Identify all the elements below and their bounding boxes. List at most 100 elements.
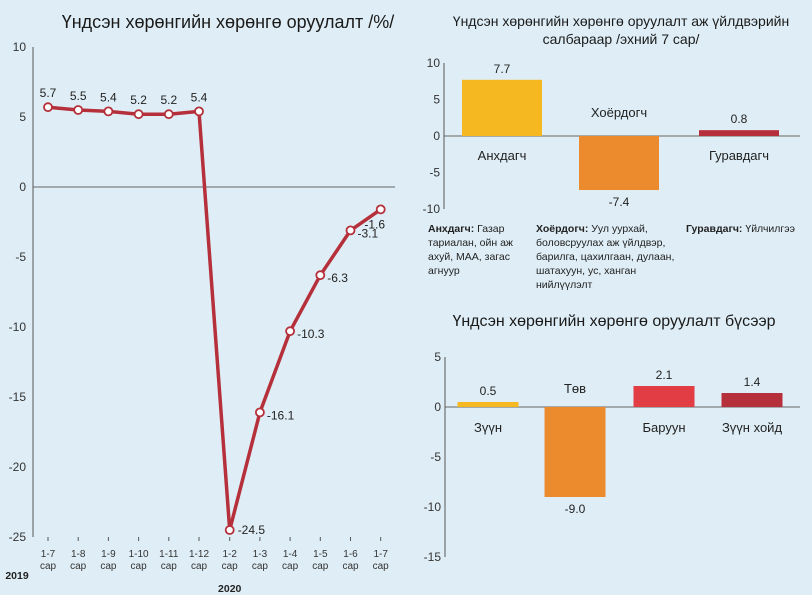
- data-point: [254, 407, 265, 418]
- note-tertiary: Гуравдагч: Үйлчилгээ: [686, 222, 808, 236]
- data-label: 0.8: [731, 112, 748, 126]
- data-point: [285, 326, 296, 337]
- x-tick-label-line: сар: [252, 561, 269, 572]
- y-tick-label: -15: [9, 390, 27, 404]
- bar-chart-by-sector: Үндсэн хөрөнгийн хөрөнгө оруулалт аж үйл…: [423, 13, 800, 216]
- bar: [544, 407, 606, 497]
- year-label: 2019: [5, 570, 29, 582]
- x-tick-label: 1-4 сар: [282, 549, 299, 572]
- series-line: [47, 105, 382, 532]
- category-label: Баруун: [642, 420, 685, 435]
- x-tick-label-line: сар: [342, 561, 359, 572]
- note-text: Газар тариалан, ойн аж ахуй, МАА, загас …: [428, 223, 513, 277]
- note-term: Анхдагч:: [428, 223, 475, 235]
- x-tick-label-line: 1-8: [71, 549, 86, 560]
- x-tick-label: 1-12 сар: [189, 549, 209, 572]
- data-label: 5.4: [191, 90, 208, 104]
- y-tick-label: 0: [433, 129, 440, 143]
- data-point: [345, 225, 356, 236]
- data-label: -16.1: [267, 408, 295, 422]
- chart-title: Үндсэн хөрөнгийн хөрөнгө оруулалт /%/: [62, 12, 395, 32]
- x-tick-label-line: сар: [131, 561, 148, 572]
- x-tick-label-line: сар: [373, 561, 390, 572]
- note-primary: Анхдагч: Газар тариалан, ойн аж ахуй, МА…: [428, 222, 528, 278]
- y-tick-label: 0: [19, 180, 26, 194]
- data-label: 5.2: [160, 93, 177, 107]
- y-tick-label: 5: [434, 350, 441, 364]
- x-tick-label: 1-6 сар: [342, 549, 359, 572]
- chart-title-line-2: салбараар /эхний 7 сар/: [543, 31, 700, 47]
- x-tick-label-line: 1-6: [343, 549, 358, 560]
- x-tick-label: 1-3 сар: [252, 549, 269, 572]
- y-tick-label: 5: [19, 110, 26, 124]
- data-label: 2.1: [656, 368, 673, 382]
- note-term: Гуравдагч:: [686, 223, 743, 235]
- note-text: Үйлчилгээ: [742, 223, 795, 235]
- data-label: -3.1: [358, 226, 379, 240]
- y-tick-label: -5: [430, 450, 441, 464]
- x-tick-label-line: сар: [40, 561, 57, 572]
- y-tick-label: 10: [427, 56, 441, 70]
- category-label: Зүүн: [474, 420, 502, 435]
- x-tick-label-line: сар: [161, 561, 178, 572]
- data-label: 1.4: [744, 375, 761, 389]
- x-tick-label-line: 1-10: [129, 549, 149, 560]
- data-label: -10.3: [297, 327, 325, 341]
- x-tick-label-line: 1-4: [283, 549, 298, 560]
- y-tick-label: -10: [423, 202, 441, 216]
- year-label: 2020: [218, 583, 242, 595]
- data-label: -1.6: [364, 217, 385, 231]
- data-label: 5.2: [130, 93, 147, 107]
- data-point: [43, 102, 53, 113]
- note-term: Хоёрдогч:: [536, 223, 589, 235]
- y-tick-label: -5: [15, 250, 26, 264]
- data-point: [315, 270, 326, 281]
- y-tick-label: 5: [433, 93, 440, 107]
- data-label: -24.5: [238, 523, 266, 537]
- bar: [721, 393, 783, 407]
- x-tick-label: 1-5 сар: [312, 549, 329, 572]
- x-tick-label: 1-2 сар: [222, 549, 239, 572]
- x-tick-label: 1-9 сар: [100, 549, 117, 572]
- data-label: 5.5: [70, 89, 87, 103]
- data-label: -6.3: [327, 271, 348, 285]
- x-tick-label-line: 1-9: [101, 549, 116, 560]
- data-label: -7.4: [609, 195, 630, 209]
- y-tick-label: -5: [429, 166, 440, 180]
- data-point: [194, 106, 204, 117]
- x-tick-label: 1-7 сар: [40, 549, 57, 572]
- data-point: [375, 204, 386, 215]
- x-tick-label-line: сар: [282, 561, 299, 572]
- y-tick-label: 0: [434, 400, 441, 414]
- bar: [457, 402, 519, 407]
- data-point: [224, 525, 235, 535]
- x-tick-label: 1-11 сар: [159, 549, 179, 572]
- chart-title: Үндсэн хөрөнгийн хөрөнгө оруулалт бүсээр: [452, 313, 775, 330]
- bar: [462, 79, 542, 136]
- x-tick-label: 1-10 сар: [129, 549, 149, 572]
- data-label: 0.5: [480, 384, 497, 398]
- y-tick-label: -25: [9, 530, 27, 544]
- bar: [579, 136, 659, 191]
- data-label: 5.4: [100, 90, 117, 104]
- note-text: Уул уурхай, боловсруулах аж үйлдвэр, бар…: [536, 223, 675, 291]
- bar-chart-by-region: Үндсэн хөрөнгийн хөрөнгө оруулалт бүсээр…: [424, 313, 800, 564]
- y-tick-label: -15: [424, 550, 442, 564]
- x-tick-label-line: 1-12: [189, 549, 209, 560]
- category-label: Анхдагч: [478, 148, 527, 163]
- category-label: Зүүн хойд: [722, 420, 782, 435]
- x-tick-label-line: сар: [191, 561, 208, 572]
- y-tick-label: 10: [13, 40, 27, 54]
- data-label: 5.7: [40, 86, 57, 100]
- x-tick-label: 1-7 сар: [373, 549, 390, 572]
- y-tick-label: -10: [424, 500, 442, 514]
- x-tick-label-line: 1-7: [373, 549, 388, 560]
- y-tick-label: -10: [9, 320, 27, 334]
- data-label: -9.0: [565, 502, 586, 516]
- category-label: Гуравдагч: [709, 148, 769, 163]
- x-tick-label-line: 1-5: [313, 549, 328, 560]
- note-secondary: Хоёрдогч: Уул уурхай, боловсруулах аж үй…: [536, 222, 686, 292]
- x-tick-label-line: 1-2: [222, 549, 237, 560]
- bar: [633, 386, 695, 407]
